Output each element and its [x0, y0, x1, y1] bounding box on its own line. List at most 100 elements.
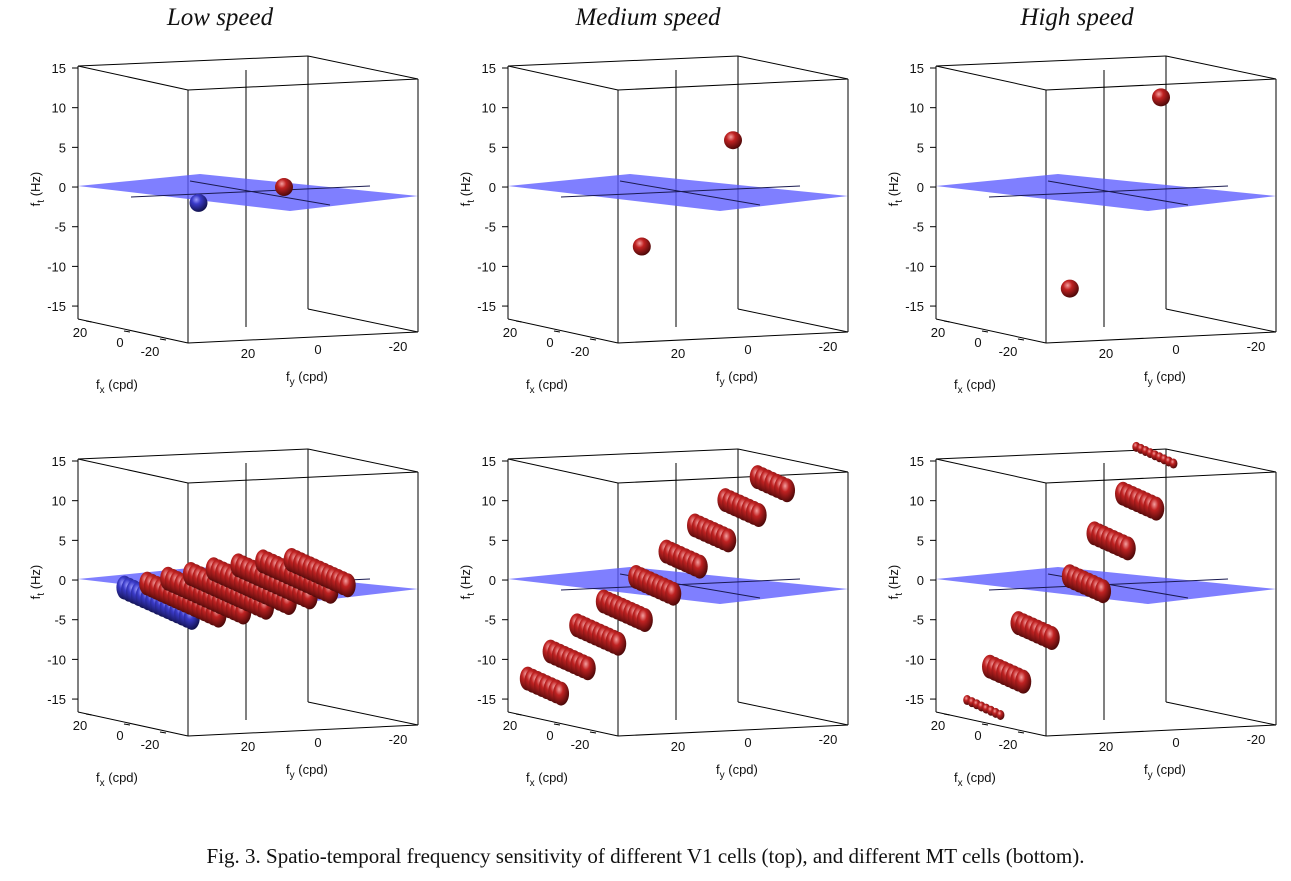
fx-axis-label: fx (cpd): [954, 377, 996, 396]
fy-axis-label: fy (cpd): [286, 762, 328, 781]
ft-tick-label: -15: [905, 692, 924, 707]
ft-tick-label: 10: [482, 101, 496, 116]
fx-tick-mark: [1017, 731, 1025, 734]
ft-axis-label: ft (Hz): [458, 565, 477, 600]
ft-tick-label: 5: [59, 533, 66, 548]
fy-tick-label: 20: [1099, 346, 1113, 361]
fx-tick-label: 20: [73, 718, 87, 733]
fx-tick-mark: [85, 320, 93, 323]
blob-tube-segment: [996, 709, 1005, 720]
blob-tube-segment: [691, 554, 708, 579]
blob-sphere: [632, 237, 651, 256]
ft-axis-label: ft (Hz): [28, 565, 47, 600]
fx-tick-label: 0: [116, 335, 123, 350]
blob-tube-segment: [1043, 626, 1060, 651]
axes-box: [507, 55, 849, 344]
fy-tick-label: -20: [389, 732, 408, 747]
blob-tube-segment: [720, 528, 737, 553]
blob-sphere: [1152, 88, 1170, 107]
ft-tick-label: 15: [910, 61, 924, 76]
chart-v1-medium: 15 10 5 0 -5 -10 -15 ft (Hz) 20 0 -20 20 0 -20 fx (cpd…: [458, 55, 849, 396]
ft-tick-label: -10: [477, 259, 496, 274]
fx-tick-label: -20: [571, 344, 590, 359]
fx-tick-label: 0: [974, 335, 981, 350]
ft-tick-label: -5: [484, 220, 496, 235]
ft-axis-label: ft (Hz): [28, 172, 47, 207]
fx-tick-label: -20: [141, 344, 160, 359]
fx-tick-label: -20: [571, 737, 590, 752]
ft-tick-label: -5: [54, 613, 66, 628]
fx-tick-mark: [159, 731, 167, 734]
fy-tick-label: -20: [389, 339, 408, 354]
ft-tick-label: -10: [905, 259, 924, 274]
blob-tube-segment: [610, 631, 627, 656]
chart-mt-medium: 15 10 5 0 -5 -10 -15 ft (Hz) 20 0 -20 20 0 -20 fx (cpd…: [458, 448, 849, 789]
blob-tube-segment: [1015, 669, 1032, 694]
ft-tick-label: 5: [489, 533, 496, 548]
ft-tick-label: 10: [910, 101, 924, 116]
blob-tube-segment: [665, 581, 682, 606]
fx-tick-mark: [943, 713, 951, 716]
ft-tick-label: 0: [59, 180, 66, 195]
fx-tick-label: 0: [546, 335, 553, 350]
ft-axis-label-text: ft (Hz): [28, 172, 47, 207]
ft-axis-label: ft (Hz): [458, 172, 477, 207]
blob-tube-segment: [579, 656, 596, 681]
ft-tick-label: -10: [905, 652, 924, 667]
column-title-high: High speed: [1020, 4, 1134, 31]
ft-tick-label: -15: [47, 692, 66, 707]
ft-axis-label-text: ft (Hz): [886, 172, 905, 207]
plane-axis-fy: [1047, 180, 1189, 206]
ft-tick-label: -10: [477, 652, 496, 667]
chart-mt-high: 15 10 5 0 -5 -10 -15 ft (Hz) 20 0 -20 20 0 -20 fx (cpd…: [886, 441, 1277, 789]
fy-tick-label: 0: [314, 735, 321, 750]
ft-tick-label: 15: [482, 61, 496, 76]
ft-tick-label: -5: [912, 220, 924, 235]
ft-axis-label: ft (Hz): [886, 172, 905, 207]
ft-tick-label: -15: [477, 299, 496, 314]
fx-axis-label: fx (cpd): [526, 770, 568, 789]
fx-tick-label: -20: [999, 344, 1018, 359]
fx-axis-label: fx (cpd): [526, 377, 568, 396]
blob-sphere: [275, 178, 293, 197]
plane-ft-zero: [508, 174, 848, 212]
blob-tube-segment: [1148, 496, 1165, 521]
ft-tick-label: 0: [59, 573, 66, 588]
blob-tube-segment: [553, 681, 570, 706]
axes-box: [77, 55, 419, 344]
ft-tick-label: 15: [52, 454, 66, 469]
plane-ft-zero: [936, 174, 1276, 212]
fy-axis-label: fy (cpd): [716, 762, 758, 781]
ft-tick-label: 5: [59, 140, 66, 155]
plane-axis-fy: [189, 180, 331, 206]
fy-tick-label: 20: [671, 346, 685, 361]
fx-axis-label: fx (cpd): [96, 377, 138, 396]
fx-tick-label: 0: [546, 728, 553, 743]
chart-v1-low: 15 10 5 0 -5 -10 -15 ft (Hz) 20 0 -20 20 0 -20 fx (cpd…: [28, 55, 419, 396]
fx-tick-mark: [515, 320, 523, 323]
fx-tick-label: 20: [73, 325, 87, 340]
blob-tube-segment: [1169, 458, 1178, 469]
ft-axis-label-text: ft (Hz): [458, 565, 477, 600]
ft-axis-label-text: ft (Hz): [886, 565, 905, 600]
fy-axis-label: fy (cpd): [1144, 762, 1186, 781]
fx-tick-mark: [553, 723, 561, 726]
chart-mt-low: 15 10 5 0 -5 -10 -15 ft (Hz) 20 0 -20 20 0 -20 fx (cpd…: [28, 448, 419, 789]
fx-axis-label: fx (cpd): [96, 770, 138, 789]
fx-tick-mark: [981, 723, 989, 726]
blob-tube-segment: [779, 478, 796, 503]
fy-tick-label: 20: [671, 739, 685, 754]
ft-tick-label: 0: [917, 573, 924, 588]
fx-tick-mark: [85, 713, 93, 716]
fx-tick-label: 20: [503, 718, 517, 733]
ft-tick-label: -10: [47, 259, 66, 274]
fx-tick-mark: [943, 320, 951, 323]
ft-tick-label: 15: [910, 454, 924, 469]
axes-box: [935, 448, 1277, 737]
figure-caption: Fig. 3. Spatio-temporal frequency sensit…: [206, 844, 1085, 868]
fy-tick-label: 0: [744, 342, 751, 357]
fx-tick-mark: [123, 723, 131, 726]
fx-tick-mark: [553, 330, 561, 333]
fx-tick-label: -20: [141, 737, 160, 752]
